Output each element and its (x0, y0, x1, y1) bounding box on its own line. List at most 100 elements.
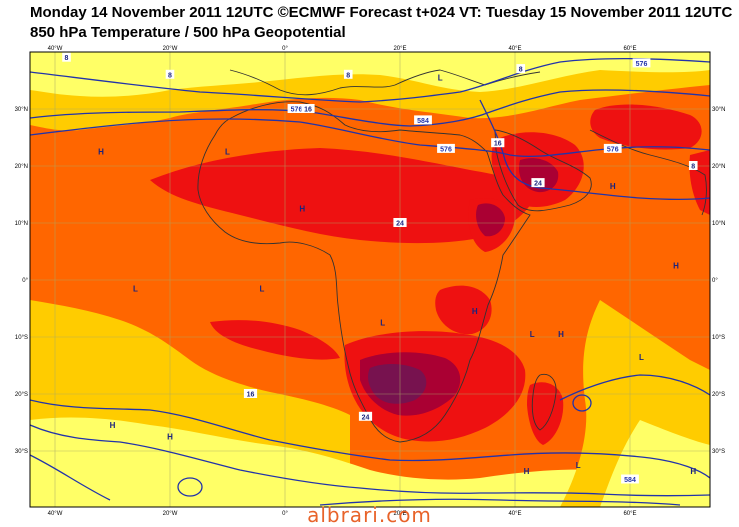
temp-area-atlantic-cold (30, 417, 710, 507)
lat-tick-label: 30°S (15, 449, 28, 455)
temperature-label: 24 (362, 414, 370, 421)
contour-north-a (30, 57, 710, 103)
high-pressure-marker: H (610, 182, 616, 191)
pressure-system-markers: H L H L L L H L H L H H H H H L H L (98, 74, 696, 476)
high-pressure-marker: H (167, 433, 173, 442)
lat-tick-label: 20°N (712, 164, 725, 170)
chart-title-line-1: Monday 14 November 2011 12UTC ©ECMWF For… (30, 4, 733, 21)
lon-tick-label: 20°W (163, 46, 178, 52)
high-pressure-marker: H (472, 307, 478, 316)
temp-area-sahara (150, 148, 540, 244)
lat-tick-label: 10°N (712, 221, 725, 227)
temperature-label: 8 (519, 67, 523, 74)
lon-tick-label: 40°E (508, 511, 521, 517)
contour-indian-ridge (559, 374, 710, 401)
lat-tick-label: 10°N (15, 221, 28, 227)
lat-lon-grid (30, 52, 710, 507)
temperature-label-box (516, 64, 526, 74)
madagascar-coastline (531, 373, 557, 431)
geopotential-label: 584 (624, 477, 636, 484)
low-pressure-marker: L (133, 284, 138, 293)
temperature-label-box (358, 411, 373, 421)
low-pressure-marker: L (225, 148, 230, 157)
high-pressure-marker: H (558, 330, 564, 339)
geopotential-label-box (287, 104, 306, 113)
temperature-label: 8 (346, 72, 350, 79)
temperature-label-box (243, 389, 258, 398)
lon-tick-label: 40°W (48, 511, 63, 517)
low-pressure-marker: L (380, 319, 385, 328)
temperature-label: 16 (247, 392, 255, 399)
high-pressure-marker: H (98, 148, 104, 157)
temp-area-iran (590, 104, 702, 150)
geopotential-label-box (437, 143, 455, 153)
temperature-label: 24 (396, 221, 404, 228)
geopotential-labels: 576 584 576 576 576 584 (287, 58, 651, 484)
geopotential-label: 576 (291, 107, 303, 114)
low-pressure-marker: L (530, 330, 535, 339)
axis-tick-labels: 40°W 40°W 20°W 20°W 0° 0° 20°E 20°E 40°E 40°E 60°E… (15, 46, 726, 517)
high-pressure-marker: H (299, 205, 305, 214)
temperature-label: 24 (534, 181, 542, 188)
temperature-labels: 8 8 8 8 8 16 16 24 24 16 24 (62, 52, 698, 421)
map-frame (29, 51, 711, 508)
lat-tick-label: 20°S (15, 392, 28, 398)
low-pressure-marker: L (639, 353, 644, 362)
temperature-label: 8 (168, 72, 172, 79)
chart-title-line-2: 850 hPa Temperature / 500 hPa Geopotenti… (30, 24, 346, 41)
temp-area-horn-core (476, 203, 505, 237)
temperature-label: 16 (304, 107, 312, 114)
lon-tick-label: 0° (282, 511, 288, 517)
temperature-label-box (62, 52, 71, 62)
geopotential-label: 584 (417, 118, 429, 125)
contour-south-c (30, 454, 681, 506)
temperature-label-box (491, 138, 505, 148)
temp-band-north-lt8 (30, 52, 710, 97)
lat-tick-label: 30°N (712, 107, 725, 113)
temperature-label: 8 (65, 55, 69, 62)
temperature-label: 16 (494, 141, 502, 148)
low-pressure-marker: L (260, 284, 265, 293)
lat-tick-label: 0° (712, 278, 718, 284)
contour-low-indian (572, 394, 592, 412)
lat-tick-label: 10°S (15, 335, 28, 341)
watermark: albrari.com (307, 503, 432, 527)
temperature-label-box (165, 69, 175, 79)
high-pressure-marker: H (673, 262, 679, 271)
low-pressure-marker: L (438, 74, 443, 83)
high-pressure-marker: H (110, 421, 116, 430)
geopotential-label: 576 (440, 146, 452, 153)
temperature-label-box (343, 69, 353, 79)
geopotential-label-box (632, 58, 651, 68)
temperature-label-box (688, 161, 698, 170)
temp-area-madagascar (527, 382, 564, 445)
lon-tick-label: 20°E (393, 46, 406, 52)
temp-area-congo (210, 320, 340, 360)
lon-tick-label: 60°E (623, 46, 636, 52)
asia-coastline (589, 129, 707, 216)
temperature-label: 8 (691, 164, 695, 171)
temperature-label-box (393, 218, 407, 227)
contour-south-b (30, 424, 710, 497)
lat-tick-label: 20°S (712, 392, 725, 398)
temp-area-arabia-core (519, 158, 559, 193)
lon-tick-label: 20°W (163, 511, 178, 517)
lat-tick-label: 20°N (15, 164, 28, 170)
geopotential-label-box (621, 474, 639, 484)
contour-low-atlantic (177, 477, 203, 497)
high-pressure-marker: H (524, 467, 530, 476)
temperature-label-box (531, 178, 545, 188)
lat-tick-label: 30°N (15, 107, 28, 113)
contour-north-b (30, 89, 710, 127)
lon-tick-label: 60°E (623, 511, 636, 517)
lat-tick-label: 30°S (712, 449, 725, 455)
lon-tick-label: 20°E (393, 511, 406, 517)
africa-coastline (197, 101, 531, 443)
temp-area-indian-cold (600, 420, 710, 507)
low-pressure-marker: L (576, 461, 581, 470)
arabia-coastline (494, 129, 592, 212)
lat-tick-label: 10°S (712, 335, 725, 341)
lon-tick-label: 0° (282, 46, 288, 52)
geopotential-label-box (414, 115, 432, 125)
